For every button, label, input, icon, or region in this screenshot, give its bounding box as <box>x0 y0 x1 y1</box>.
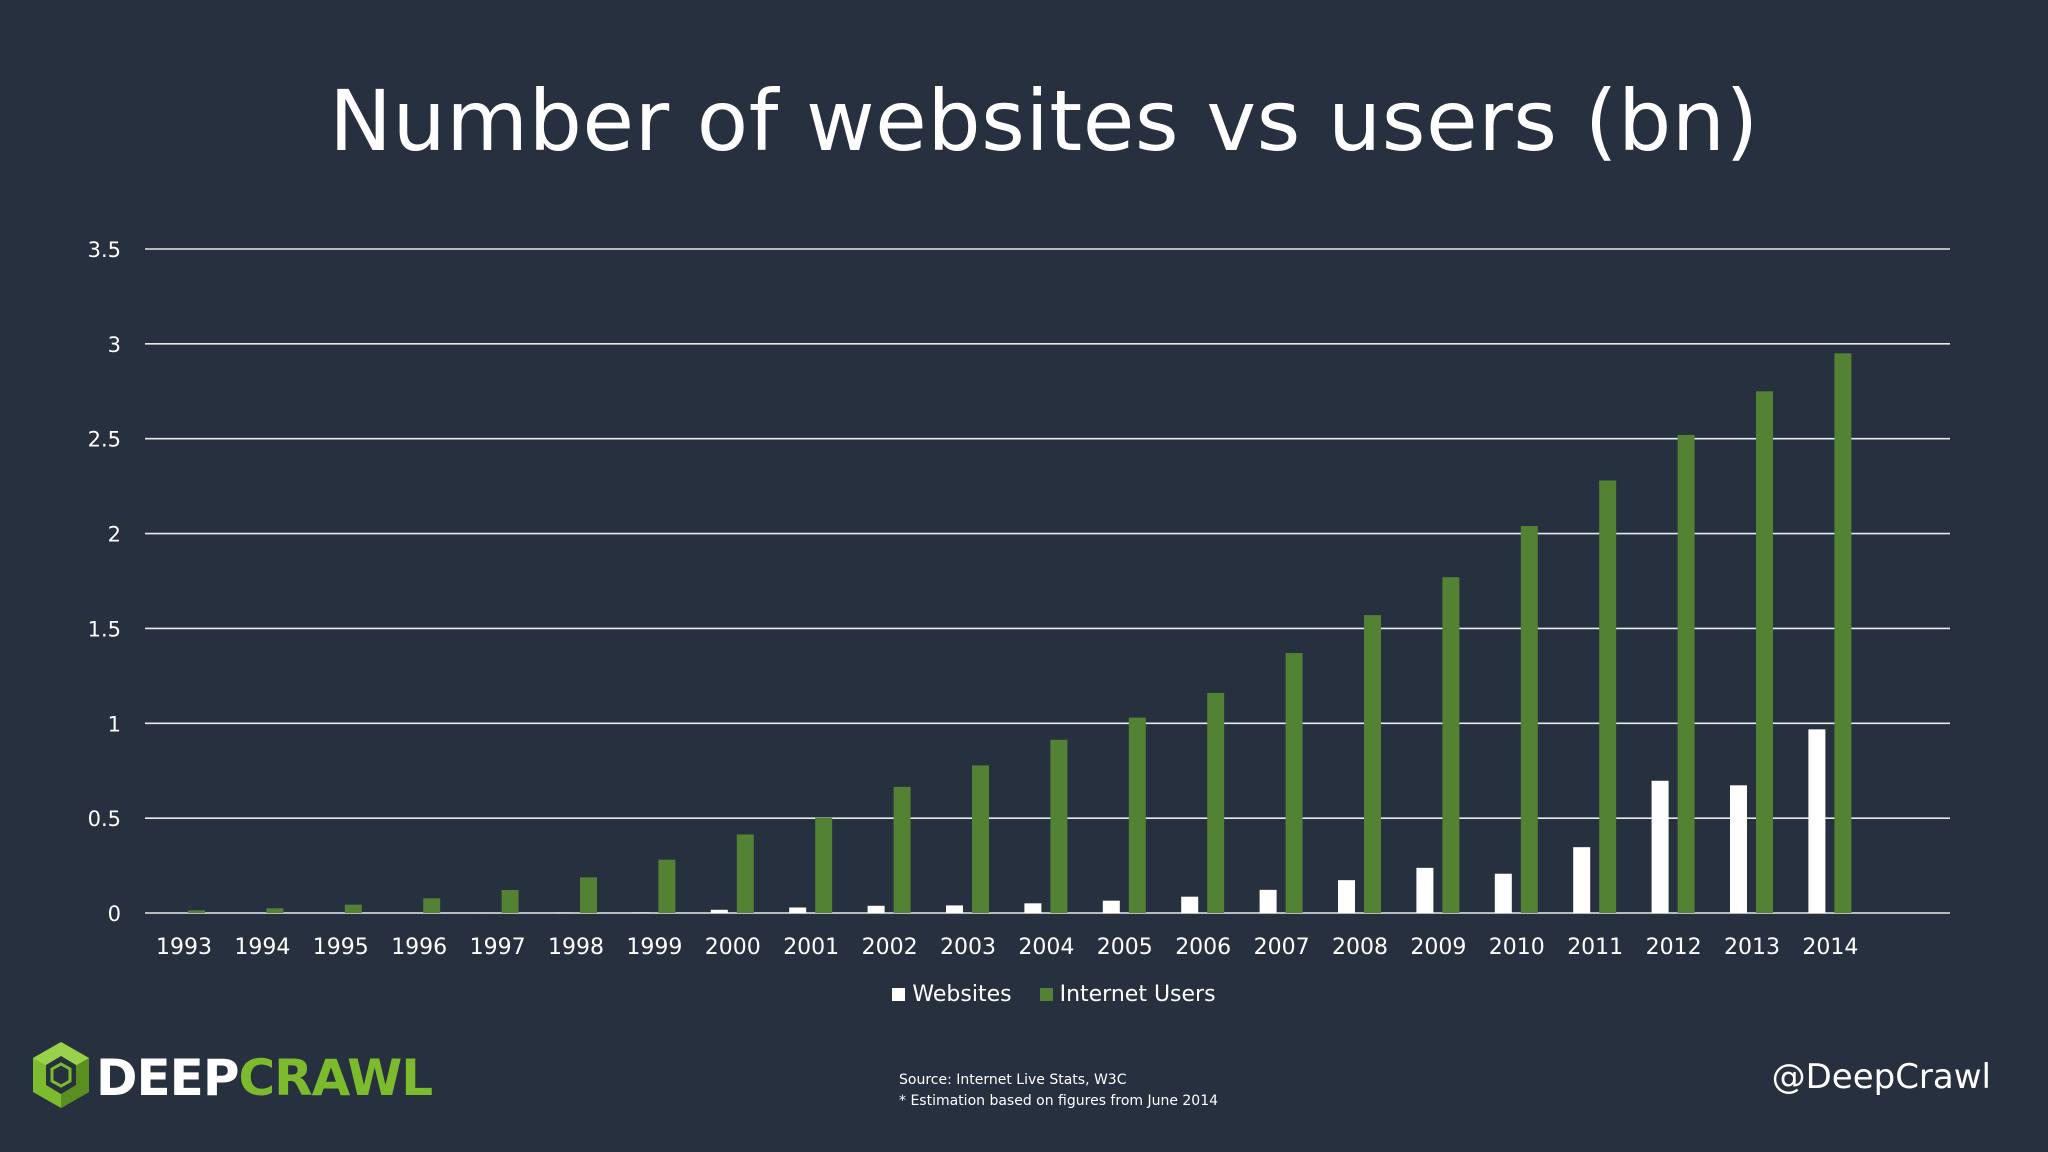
bar-websites-2012 <box>1651 780 1669 913</box>
bar-internet-users-2012 <box>1677 434 1695 913</box>
bar-websites-2006 <box>1181 896 1199 913</box>
gridlines <box>145 248 1950 914</box>
bar-internet-users-1993 <box>188 910 205 913</box>
bar-websites-2000 <box>710 909 728 913</box>
bar-internet-users-1999 <box>658 859 676 913</box>
x-tick-label: 2005 <box>1097 935 1153 960</box>
bar-websites-2010 <box>1494 873 1512 913</box>
x-tick-label: 1996 <box>391 935 447 960</box>
x-tick-label: 2011 <box>1567 935 1623 960</box>
x-tick-label: 2002 <box>862 935 918 960</box>
bar-internet-users-2002 <box>893 786 911 913</box>
logo-text: DEEPCRAWL <box>96 1053 433 1103</box>
bar-websites-2013 <box>1730 785 1747 913</box>
bar-internet-users-2004 <box>1050 739 1068 913</box>
bar-internet-users-2003 <box>972 765 989 913</box>
slide-title: Number of websites vs users (bn) <box>329 72 1759 170</box>
bar-internet-users-2001 <box>815 817 833 913</box>
bar-internet-users-2008 <box>1364 615 1381 913</box>
y-axis-ticks: 0 0.5 1 1.5 2 2.5 3 3.5 <box>88 238 121 926</box>
y-tick-label: 2 <box>108 523 121 547</box>
x-tick-label: 2010 <box>1489 935 1545 960</box>
bar-internet-users-2005 <box>1128 717 1146 913</box>
x-tick-label: 2014 <box>1802 935 1858 960</box>
chart-legend: Websites Internet Users <box>0 982 2048 1007</box>
source-note: Source: Internet Live Stats, W3C * Estim… <box>899 1070 1218 1112</box>
bar-websites-2003 <box>946 905 963 913</box>
bar-internet-users-2000 <box>736 834 754 913</box>
bar-internet-users-1998 <box>580 877 597 913</box>
x-tick-label: 2009 <box>1410 935 1466 960</box>
x-tick-label: 1994 <box>234 935 290 960</box>
y-tick-label: 3.5 <box>88 238 121 262</box>
x-tick-label: 2004 <box>1018 935 1074 960</box>
bar-internet-users-1997 <box>501 890 519 913</box>
bar-websites-2005 <box>1102 900 1120 913</box>
twitter-handle: @DeepCrawl <box>1771 1057 1991 1097</box>
bar-websites-2007 <box>1259 889 1277 913</box>
x-tick-label: 1997 <box>470 935 526 960</box>
legend-swatch-websites <box>892 988 906 1001</box>
hexagon-cube-icon <box>30 1040 92 1115</box>
bar-internet-users-2007 <box>1285 653 1303 913</box>
y-tick-label: 0.5 <box>88 807 121 831</box>
y-tick-label: 1.5 <box>88 617 121 641</box>
bar-internet-users-2011 <box>1599 480 1617 913</box>
x-tick-label: 2012 <box>1646 935 1702 960</box>
estimation-note: * Estimation based on figures from June … <box>899 1093 1219 1109</box>
logo-text-deep: DEEP <box>96 1048 239 1107</box>
bar-internet-users-2013 <box>1756 391 1773 913</box>
legend-swatch-internet-users <box>1039 988 1053 1001</box>
x-tick-label: 2006 <box>1175 935 1231 960</box>
bar-internet-users-2006 <box>1207 692 1225 913</box>
bars <box>188 353 1852 913</box>
bar-internet-users-2014 <box>1834 353 1852 913</box>
bar-websites-2008 <box>1338 880 1355 913</box>
bar-websites-2009 <box>1416 867 1434 913</box>
legend-label-internet-users: Internet Users <box>1059 982 1216 1007</box>
y-tick-label: 1 <box>108 712 121 736</box>
bar-websites-2002 <box>867 905 885 913</box>
x-tick-label: 2008 <box>1332 935 1388 960</box>
x-tick-label: 2000 <box>705 935 761 960</box>
bar-internet-users-1996 <box>423 898 441 913</box>
x-tick-label: 2003 <box>940 935 996 960</box>
bar-internet-users-2010 <box>1520 525 1538 913</box>
bar-websites-2014 <box>1808 729 1826 913</box>
bar-websites-2001 <box>789 907 807 913</box>
bar-internet-users-1995 <box>344 904 362 913</box>
x-axis-ticks: 1993 1994 1995 1996 1997 1998 1999 2000 2001 2002… <box>156 935 1858 960</box>
legend-item-websites: Websites <box>892 982 1012 1007</box>
bar-internet-users-1994 <box>266 908 284 913</box>
bar-websites-2004 <box>1024 903 1042 913</box>
y-tick-label: 3 <box>108 333 121 357</box>
x-tick-label: 2013 <box>1724 935 1780 960</box>
logo-text-crawl: CRAWL <box>238 1048 433 1107</box>
x-tick-label: 1998 <box>548 935 604 960</box>
x-tick-label: 1999 <box>626 935 682 960</box>
x-tick-label: 1993 <box>156 935 212 960</box>
bar-websites-2011 <box>1573 847 1591 913</box>
x-tick-label: 1995 <box>313 935 369 960</box>
bar-websites-1999 <box>632 912 650 913</box>
y-tick-label: 0 <box>108 902 121 926</box>
source-line: Source: Internet Live Stats, W3C <box>899 1072 1127 1088</box>
x-tick-label: 2001 <box>783 935 839 960</box>
legend-item-internet-users: Internet Users <box>1039 982 1216 1007</box>
y-tick-label: 2.5 <box>88 428 121 452</box>
x-tick-label: 2007 <box>1254 935 1310 960</box>
deepcrawl-logo: DEEPCRAWL <box>30 1040 433 1115</box>
bar-internet-users-2009 <box>1442 577 1460 913</box>
legend-label-websites: Websites <box>912 982 1012 1007</box>
